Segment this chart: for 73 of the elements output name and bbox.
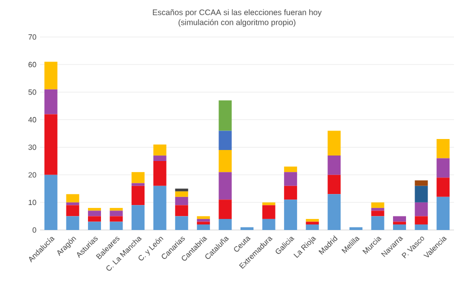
bar — [436, 139, 450, 158]
bar — [153, 156, 166, 162]
bar — [44, 62, 58, 90]
bar — [414, 216, 428, 224]
bar — [306, 218, 319, 222]
bar — [371, 208, 384, 211]
bar — [218, 200, 232, 219]
bar — [240, 227, 254, 230]
bar — [44, 114, 58, 175]
bar — [218, 130, 232, 150]
bar — [110, 222, 123, 230]
bar — [328, 156, 341, 175]
bar — [110, 210, 123, 216]
bar — [393, 222, 406, 224]
bar — [218, 218, 232, 230]
bar — [414, 202, 428, 216]
bar — [175, 216, 188, 230]
bar — [88, 222, 101, 230]
bar — [88, 208, 101, 211]
bar — [262, 202, 276, 206]
bar — [371, 210, 384, 216]
bar — [196, 216, 210, 219]
bar — [218, 172, 232, 200]
bar — [153, 144, 166, 156]
bar — [218, 150, 232, 172]
bar — [110, 216, 123, 222]
chart-title: Escaños por CCAA si las elecciones fueran hoy — [152, 9, 322, 17]
bar — [414, 186, 428, 202]
bar — [414, 180, 428, 186]
bar — [132, 205, 145, 230]
bar — [414, 224, 428, 230]
bar — [66, 216, 80, 230]
bar — [393, 216, 406, 222]
chart-subtitle: (simulación con algoritmo propio) — [178, 19, 296, 27]
bar — [132, 186, 145, 206]
bar — [175, 188, 188, 192]
bar — [196, 222, 210, 224]
bar — [175, 191, 188, 197]
bar — [175, 196, 188, 206]
bar — [371, 216, 384, 230]
bar — [132, 183, 145, 186]
bar — [436, 158, 450, 178]
bar — [88, 210, 101, 216]
bar — [371, 202, 384, 208]
bar — [218, 100, 232, 131]
bar — [349, 227, 362, 230]
bar — [284, 200, 298, 230]
bar — [44, 89, 58, 114]
bar — [436, 178, 450, 197]
bar — [436, 196, 450, 230]
bar — [153, 186, 166, 230]
bar — [110, 208, 123, 211]
bar — [132, 172, 145, 184]
bar — [196, 224, 210, 230]
bar — [284, 186, 298, 200]
bar — [88, 216, 101, 222]
bar — [284, 172, 298, 186]
bar — [66, 202, 80, 206]
bar — [284, 166, 298, 172]
bar — [175, 205, 188, 216]
bar — [328, 194, 341, 230]
bar — [328, 174, 341, 194]
bar — [44, 174, 58, 230]
bar — [393, 224, 406, 230]
bar — [66, 194, 80, 202]
bar — [262, 205, 276, 219]
bar — [306, 222, 319, 224]
bar — [328, 130, 341, 156]
bar — [306, 224, 319, 230]
bar — [66, 205, 80, 216]
bar — [153, 161, 166, 186]
bar — [262, 218, 276, 230]
bar — [196, 218, 210, 222]
